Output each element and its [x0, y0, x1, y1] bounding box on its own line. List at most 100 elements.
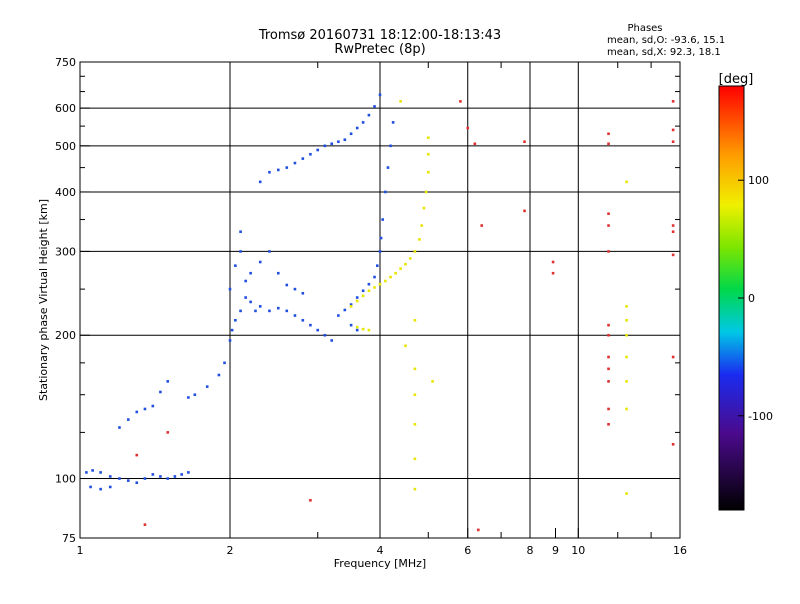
data-point: [378, 250, 382, 253]
x-tick-label: 4: [377, 544, 384, 557]
colorbar-label: [deg]: [719, 72, 754, 87]
data-point: [330, 339, 334, 342]
data-point: [426, 170, 430, 174]
data-point: [625, 333, 628, 337]
data-point: [217, 373, 221, 377]
phase-stats-o: mean, sd,O: -93.6, 15.1: [607, 35, 725, 46]
data-point: [355, 299, 359, 303]
x-tick-label: 6: [464, 544, 471, 557]
data-point: [625, 355, 628, 359]
grid-layer: [80, 62, 680, 538]
data-point: [413, 457, 417, 461]
data-point: [367, 113, 371, 117]
data-point: [384, 279, 387, 283]
phase-stats-header: Phases: [627, 23, 662, 34]
data-point: [607, 407, 610, 411]
y-tick-label: 400: [55, 186, 76, 199]
data-point: [355, 296, 359, 299]
data-point: [108, 475, 112, 478]
data-point: [375, 264, 379, 267]
chart-title: Tromsø 20160731 18:12:00-18:13:43: [258, 28, 501, 43]
data-point: [379, 236, 383, 240]
data-point: [355, 126, 359, 130]
data-point: [276, 168, 280, 172]
data-point: [607, 333, 610, 337]
data-point: [607, 323, 610, 327]
data-point: [355, 328, 359, 332]
data-point: [239, 250, 242, 253]
data-point: [551, 260, 555, 264]
data-point: [671, 100, 675, 103]
data-point: [431, 380, 434, 383]
x-axis-label: Frequency [MHz]: [334, 557, 426, 570]
data-point: [607, 224, 610, 227]
colorbar-tick-label: -100: [748, 410, 773, 423]
data-point: [249, 271, 252, 275]
y-tick-label: 300: [55, 245, 76, 258]
data-point: [205, 385, 209, 388]
data-point: [361, 294, 365, 298]
data-point: [408, 257, 412, 260]
data-point: [607, 250, 610, 253]
data-point: [378, 282, 382, 286]
data-point: [480, 224, 484, 227]
data-point: [551, 271, 555, 275]
x-tick-label: 16: [673, 544, 687, 557]
data-point: [223, 361, 226, 365]
data-point: [349, 132, 353, 136]
data-point: [625, 380, 628, 383]
x-tick-label: 1: [77, 544, 84, 557]
data-point: [381, 218, 384, 221]
data-point: [413, 393, 417, 397]
data-point: [151, 473, 155, 476]
data-point: [249, 300, 252, 304]
data-point: [361, 121, 365, 124]
data-point: [373, 286, 376, 289]
data-point: [323, 144, 327, 148]
data-point: [118, 426, 121, 429]
data-point: [420, 224, 423, 227]
colorbar-ticks: -100 0 100: [738, 174, 773, 423]
data-point: [268, 170, 271, 174]
data-point: [173, 475, 177, 478]
data-point: [625, 492, 628, 495]
data-point: [404, 344, 407, 348]
data-point: [473, 142, 477, 146]
data-point: [99, 471, 102, 474]
data-point: [625, 407, 628, 411]
data-point: [413, 367, 417, 371]
data-point: [671, 128, 675, 132]
data-point: [89, 485, 92, 489]
data-point: [404, 262, 407, 266]
data-point: [258, 260, 262, 264]
data-point: [384, 190, 387, 194]
data-point: [386, 166, 390, 169]
data-point: [187, 471, 190, 474]
data-point: [285, 166, 289, 169]
data-point: [301, 157, 305, 160]
data-point: [399, 100, 402, 103]
x-ticks: 1 2 4 6 8 9 10 16: [77, 62, 687, 557]
data-point: [418, 238, 421, 241]
data-point: [293, 287, 297, 291]
data-point: [367, 282, 371, 286]
data-point: [166, 431, 170, 434]
data-point: [361, 289, 365, 293]
data-point: [166, 380, 170, 383]
data-point: [91, 469, 94, 472]
y-axis-label: Stationary phase Virtual Height [km]: [37, 199, 50, 401]
data-point: [349, 303, 353, 306]
chart-subtitle: RwPretec (8p): [334, 42, 425, 57]
data-point: [413, 250, 417, 253]
data-point: [413, 487, 417, 491]
data-point: [276, 271, 280, 275]
data-point: [135, 410, 139, 414]
data-point: [361, 327, 365, 331]
phase-stats-x: mean, sd,X: 92.3, 18.1: [607, 47, 721, 58]
data-point: [671, 230, 675, 234]
data-point: [285, 309, 289, 313]
data-point: [625, 180, 628, 184]
points-layer: [85, 93, 675, 532]
